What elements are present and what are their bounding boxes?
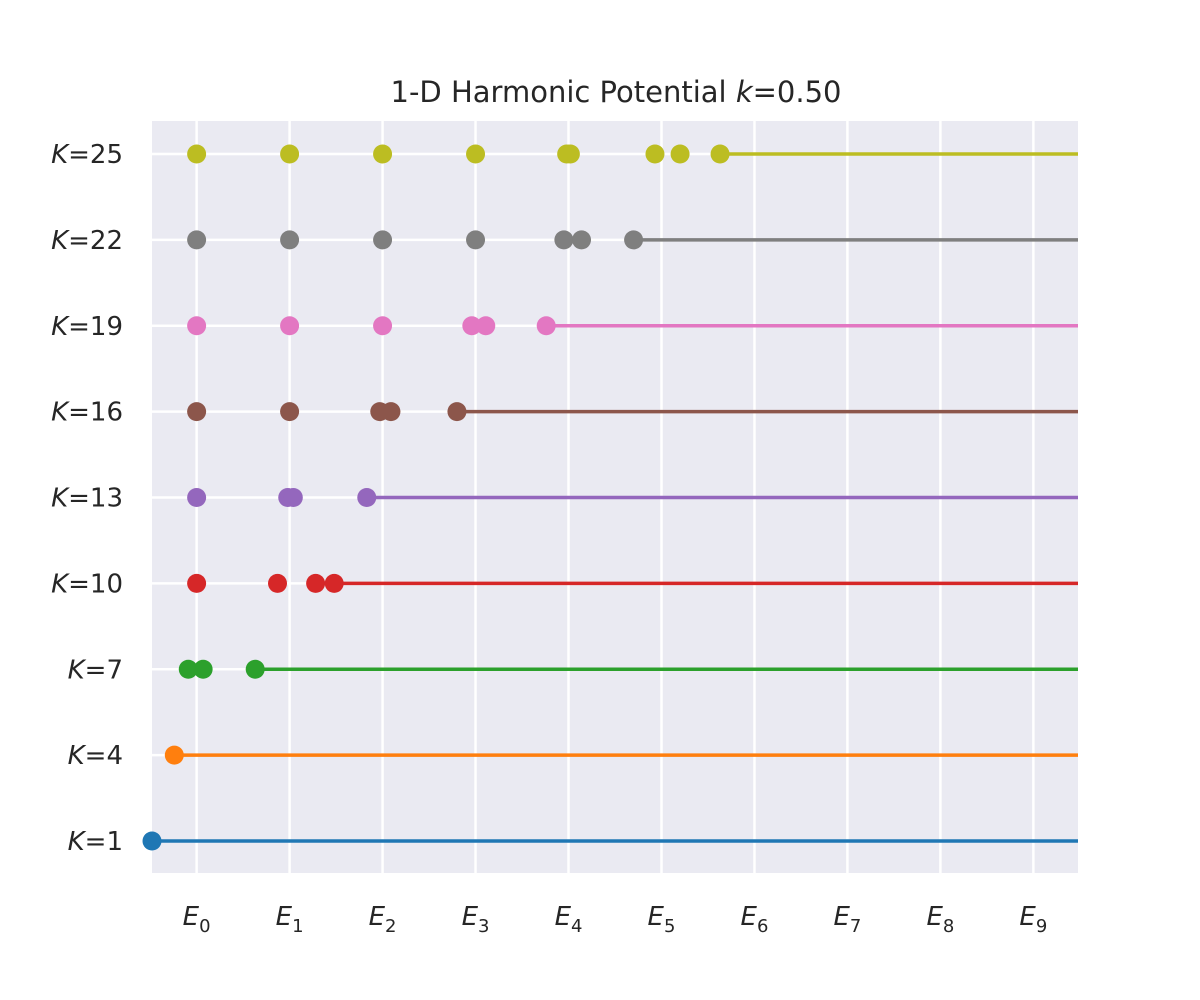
y-tick-label-3: K=10 (51, 569, 123, 599)
series-point-K19-2 (373, 316, 393, 336)
series-point-K10-0 (187, 573, 207, 593)
series-point-K25-3 (466, 144, 486, 164)
series-point-K19-4 (476, 316, 496, 336)
series-point-K25-2 (373, 144, 393, 164)
y-tick-label-8: K=25 (51, 140, 123, 170)
y-tick-label-4: K=13 (51, 484, 123, 514)
series-point-K13-0 (187, 488, 207, 507)
series-points (142, 144, 730, 851)
series-point-K16-0 (187, 402, 207, 422)
series-point-K4-0 (164, 745, 184, 765)
x-tick-label-7: E7 (833, 902, 861, 937)
series-point-K10-3 (324, 573, 344, 593)
series-point-K7-0 (178, 659, 198, 679)
series-point-K7-1 (193, 659, 213, 679)
series-point-K1-0 (142, 831, 162, 851)
x-tick-label-8: E8 (926, 902, 954, 937)
series-point-K16-4 (447, 402, 467, 422)
x-tick-label-6: E6 (741, 902, 769, 937)
series-point-K25-6 (645, 144, 665, 164)
series-point-K25-1 (280, 144, 300, 164)
series-point-K10-2 (306, 573, 326, 593)
series-point-K22-2 (373, 230, 393, 250)
series-point-K19-3 (462, 316, 482, 336)
series-point-K13-2 (283, 488, 303, 507)
y-tick-label-5: K=16 (51, 398, 123, 428)
x-tick-label-0: E0 (183, 902, 211, 937)
y-tick-label-2: K=7 (68, 655, 123, 685)
series-point-K22-5 (572, 230, 592, 250)
series-point-K16-3 (381, 402, 401, 422)
x-axis-tick-labels: E0 E1 E2 E3 E4 E5 E6 E7 E8 E9 (183, 902, 1048, 937)
series-point-K22-0 (187, 230, 207, 250)
x-tick-label-1: E1 (276, 902, 304, 937)
x-tick-label-2: E2 (369, 902, 397, 937)
series-point-K22-4 (554, 230, 574, 250)
series-point-K19-0 (187, 316, 207, 336)
series-point-K22-6 (624, 230, 644, 250)
series-point-K25-0 (187, 144, 207, 164)
x-tick-label-5: E5 (648, 902, 676, 937)
y-tick-label-1: K=4 (68, 741, 123, 771)
series-point-K7-2 (245, 659, 265, 679)
x-tick-label-4: E4 (555, 902, 583, 937)
series-point-K10-1 (268, 573, 288, 593)
chart-title: 1-D Harmonic Potential k=0.50 (391, 75, 842, 109)
series-point-K22-3 (466, 230, 486, 250)
series-point-K13-3 (357, 488, 377, 507)
y-axis-tick-labels: K=1 K=4 K=7 K=10 K=13 K=16 K=19 K=22 K=25 (51, 140, 123, 857)
y-tick-label-7: K=22 (51, 226, 123, 256)
series-point-K25-5 (560, 144, 580, 164)
series-point-K25-7 (670, 144, 690, 164)
y-tick-label-0: K=1 (68, 827, 123, 857)
series-point-K22-1 (280, 230, 300, 250)
series-point-K25-8 (710, 144, 730, 164)
series-point-K19-5 (536, 316, 556, 336)
y-tick-label-6: K=19 (51, 312, 123, 342)
series-lines (152, 152, 1078, 843)
x-tick-label-3: E3 (462, 902, 490, 937)
series-point-K19-1 (280, 316, 300, 336)
series-point-K16-1 (280, 402, 300, 422)
x-tick-label-9: E9 (1019, 902, 1047, 937)
